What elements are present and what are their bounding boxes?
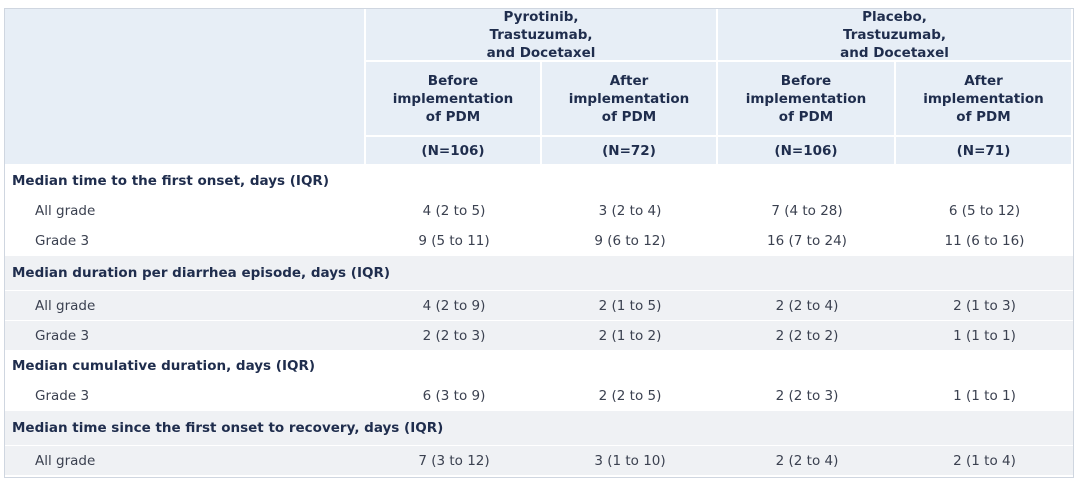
cell-value: 2 (2 to 4)	[718, 291, 896, 321]
row-label: Grade 3	[5, 321, 366, 351]
cell-value: 2 (2 to 2)	[718, 321, 896, 351]
n-header-text: (N=72)	[602, 142, 656, 159]
row-label: Grade 3	[5, 381, 366, 411]
cell-value-text: 2 (2 to 3)	[775, 387, 839, 404]
section-title: Median time since the first onset to rec…	[5, 411, 1073, 446]
cell-value: 2 (2 to 3)	[366, 321, 542, 351]
cell-value: 3 (1 to 10)	[542, 446, 718, 476]
row-label-text: Grade 3	[35, 327, 90, 344]
section-title: Median cumulative duration, days (IQR)	[5, 351, 1073, 381]
section-title-text: Median cumulative duration, days (IQR)	[12, 357, 316, 374]
section-title: Median time to the first onset, days (IQ…	[5, 166, 1073, 196]
cell-value: 2 (1 to 5)	[542, 291, 718, 321]
cell-value-text: 4 (2 to 5)	[422, 202, 486, 219]
row-label-text: All grade	[35, 297, 96, 314]
sub-header: After implementation of PDM	[542, 62, 718, 137]
cell-value-text: 7 (4 to 28)	[771, 202, 843, 219]
cell-value-text: 2 (2 to 4)	[775, 297, 839, 314]
cell-value: 2 (1 to 2)	[542, 321, 718, 351]
n-header-text: (N=106)	[774, 142, 838, 159]
cell-value-text: 6 (5 to 12)	[948, 202, 1021, 219]
cell-value: 16 (7 to 24)	[718, 226, 896, 256]
row-label: All grade	[5, 446, 366, 476]
cell-value: 9 (6 to 12)	[542, 226, 718, 256]
row-label-text: All grade	[35, 452, 96, 469]
cell-value-text: 2 (2 to 4)	[775, 452, 839, 469]
section-title-text: Median duration per diarrhea episode, da…	[12, 265, 391, 281]
n-header-text: (N=106)	[421, 142, 485, 159]
cell-value: 2 (2 to 3)	[718, 381, 896, 411]
n-header-text: (N=71)	[956, 142, 1011, 159]
cell-value-text: 9 (5 to 11)	[418, 232, 490, 249]
cell-value: 7 (4 to 28)	[718, 196, 896, 226]
cell-value: 3 (2 to 4)	[542, 196, 718, 226]
cell-value-text: 2 (2 to 3)	[422, 327, 486, 344]
n-header: (N=71)	[896, 137, 1073, 166]
cell-value-text: 3 (1 to 10)	[594, 452, 666, 469]
cell-value-text: 4 (2 to 9)	[422, 297, 486, 314]
table: Pyrotinib, Trastuzumab, and Docetaxel Pla…	[4, 8, 1074, 478]
cell-value: 9 (5 to 11)	[366, 226, 542, 256]
cell-value-text: 1 (1 to 1)	[953, 387, 1016, 404]
section-title-text: Median time since the first onset to rec…	[12, 420, 444, 436]
cell-value-text: 2 (1 to 2)	[598, 327, 662, 344]
cell-value: 6 (5 to 12)	[896, 196, 1073, 226]
row-label-text: Grade 3	[35, 387, 90, 404]
row-label-text: All grade	[35, 202, 96, 219]
sub-header-text: Before implementation of PDM	[745, 72, 867, 125]
cell-value: 4 (2 to 5)	[366, 196, 542, 226]
sub-header: After implementation of PDM	[896, 62, 1073, 137]
cell-value-text: 9 (6 to 12)	[594, 232, 666, 249]
cell-value: 4 (2 to 9)	[366, 291, 542, 321]
cell-value: 2 (1 to 4)	[896, 446, 1073, 476]
cell-value-text: 2 (2 to 2)	[775, 327, 839, 344]
row-label: All grade	[5, 291, 366, 321]
row-label-text: Grade 3	[35, 232, 90, 249]
n-header: (N=106)	[366, 137, 542, 166]
group-header: Placebo, Trastuzumab, and Docetaxel	[718, 9, 1073, 62]
sub-header-text: After implementation of PDM	[568, 72, 690, 125]
group-header-text: Pyrotinib, Trastuzumab, and Docetaxel	[486, 8, 596, 61]
cell-value-text: 16 (7 to 24)	[767, 232, 847, 249]
n-header: (N=106)	[718, 137, 896, 166]
cell-value: 11 (6 to 16)	[896, 226, 1073, 256]
sub-header: Before implementation of PDM	[718, 62, 896, 137]
header-corner	[5, 9, 366, 166]
cell-value: 2 (2 to 4)	[718, 446, 896, 476]
group-header: Pyrotinib, Trastuzumab, and Docetaxel	[366, 9, 718, 62]
n-header: (N=72)	[542, 137, 718, 166]
cell-value: 1 (1 to 1)	[896, 381, 1073, 411]
cell-value: 6 (3 to 9)	[366, 381, 542, 411]
cell-value-text: 2 (2 to 5)	[598, 387, 662, 404]
cell-value-text: 6 (3 to 9)	[422, 387, 486, 404]
row-label: Grade 3	[5, 226, 366, 256]
cell-value-text: 2 (1 to 4)	[953, 452, 1016, 469]
cell-value-text: 1 (1 to 1)	[953, 327, 1016, 344]
cell-value: 7 (3 to 12)	[366, 446, 542, 476]
cell-value-text: 11 (6 to 16)	[944, 232, 1025, 249]
cell-value: 2 (1 to 3)	[896, 291, 1073, 321]
cell-value-text: 2 (1 to 5)	[598, 297, 662, 314]
section-title-text: Median time to the first onset, days (IQ…	[12, 172, 329, 189]
cell-value: 1 (1 to 1)	[896, 321, 1073, 351]
row-label: All grade	[5, 196, 366, 226]
cell-value-text: 7 (3 to 12)	[418, 452, 490, 469]
section-title: Median duration per diarrhea episode, da…	[5, 256, 1073, 291]
cell-value-text: 3 (2 to 4)	[598, 202, 662, 219]
group-header-text: Placebo, Trastuzumab, and Docetaxel	[840, 8, 949, 61]
cell-value-text: 2 (1 to 3)	[953, 297, 1016, 314]
sub-header-text: Before implementation of PDM	[392, 72, 514, 125]
sub-header-text: After implementation of PDM	[923, 72, 1044, 125]
sub-header: Before implementation of PDM	[366, 62, 542, 137]
cell-value: 2 (2 to 5)	[542, 381, 718, 411]
